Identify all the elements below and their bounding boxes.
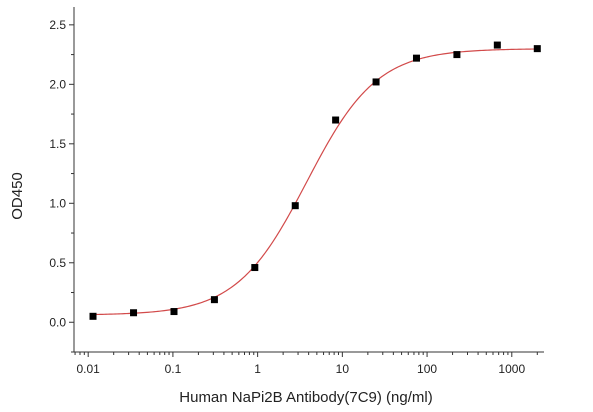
data-point xyxy=(130,309,138,317)
data-point xyxy=(210,296,218,304)
y-tick-label: 1.0 xyxy=(49,196,66,210)
y-tick-label: 0.0 xyxy=(49,315,66,329)
y-axis-title: OD450 xyxy=(9,172,26,220)
x-tick-label: 100 xyxy=(417,362,437,376)
x-tick-label: 10 xyxy=(336,362,350,376)
data-points-layer xyxy=(89,41,541,320)
y-tick-label: 2.0 xyxy=(49,77,66,91)
data-point xyxy=(453,51,461,59)
data-point xyxy=(332,116,340,124)
x-tick-label: 0.01 xyxy=(77,362,101,376)
chart-axes: 0.0 0.5 1.0 1.5 2.0 2.5 0.01 0.1 1 10 100 1000 xyxy=(49,7,544,376)
data-point xyxy=(533,45,541,53)
fit-curve xyxy=(93,48,538,316)
data-point xyxy=(251,264,259,272)
data-point xyxy=(291,202,299,210)
x-tick-label: 1000 xyxy=(498,362,525,376)
y-tick-label: 2.5 xyxy=(49,18,66,32)
y-tick-label: 0.5 xyxy=(49,256,66,270)
data-point xyxy=(412,54,420,62)
data-point xyxy=(170,308,178,316)
x-tick-label: 1 xyxy=(254,362,261,376)
y-tick-label: 1.5 xyxy=(49,137,66,151)
fit-curve-layer xyxy=(93,48,538,316)
data-point xyxy=(493,41,501,49)
data-point xyxy=(372,78,380,86)
x-tick-label: 0.1 xyxy=(165,362,182,376)
x-axis-title: Human NaPi2B Antibody(7C9) (ng/ml) xyxy=(179,389,432,406)
data-point xyxy=(89,312,97,320)
